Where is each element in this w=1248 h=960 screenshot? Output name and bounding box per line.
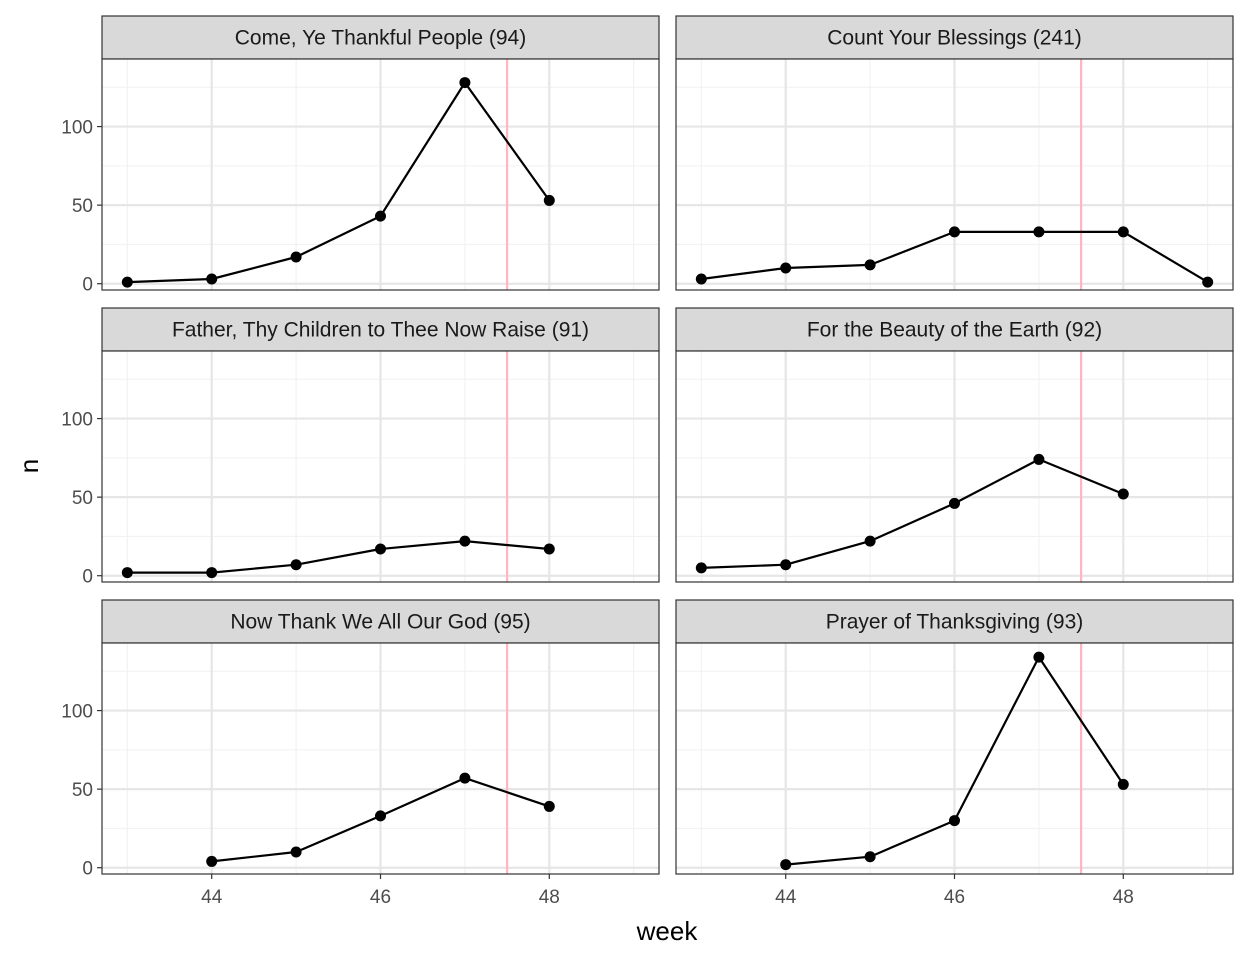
facet-panel: Count Your Blessings (241) xyxy=(675,15,1234,291)
data-point xyxy=(1033,453,1045,465)
data-point xyxy=(1117,778,1129,790)
data-point xyxy=(459,772,471,784)
data-point xyxy=(1033,226,1045,238)
facet-title: For the Beauty of the Earth (92) xyxy=(807,319,1102,342)
data-point xyxy=(206,567,218,579)
y-tick-label: 0 xyxy=(82,859,93,880)
x-axis-title: week xyxy=(636,916,699,946)
data-point xyxy=(459,77,471,89)
x-tick-label: 46 xyxy=(370,887,391,908)
panel-border xyxy=(101,58,660,291)
y-tick-label: 50 xyxy=(72,488,93,509)
data-point xyxy=(864,259,876,271)
data-point xyxy=(864,851,876,863)
facet-title: Count Your Blessings (241) xyxy=(827,27,1082,50)
facet-panel: Come, Ye Thankful People (94) 0 50 100 xyxy=(61,15,660,296)
data-point xyxy=(290,559,302,571)
series-line xyxy=(127,539,550,574)
facet-strip xyxy=(675,599,1234,644)
data-point xyxy=(949,226,960,238)
data-point xyxy=(543,800,555,812)
data-point xyxy=(290,251,302,263)
x-tick-label: 44 xyxy=(201,887,223,908)
x-tick-label: 48 xyxy=(539,887,560,908)
facet-panel: Father, Thy Children to Thee Now Raise (… xyxy=(61,307,660,588)
data-point xyxy=(780,559,792,571)
data-point xyxy=(1033,651,1045,663)
data-point xyxy=(121,276,133,288)
data-point xyxy=(949,497,960,509)
facet-strip xyxy=(101,15,660,60)
y-tick-label: 50 xyxy=(72,780,93,801)
x-tick-label: 48 xyxy=(1113,887,1134,908)
facet-strip xyxy=(101,307,660,352)
facet-strip xyxy=(101,599,660,644)
facet-panel: Now Thank We All Our God (95) 0 50 100 44 46 4… xyxy=(61,599,660,908)
y-axis-title: n xyxy=(14,459,44,473)
facet-title: Prayer of Thanksgiving (93) xyxy=(826,611,1084,634)
data-point xyxy=(206,855,218,867)
data-point xyxy=(695,562,707,574)
data-point xyxy=(780,859,792,871)
y-tick-label: 100 xyxy=(61,410,93,431)
data-point xyxy=(375,210,386,222)
data-point xyxy=(1117,488,1129,500)
data-point xyxy=(864,535,876,547)
data-point xyxy=(780,262,792,274)
data-point xyxy=(375,543,386,555)
data-point xyxy=(1202,276,1214,288)
panel-border xyxy=(675,58,1234,291)
data-point xyxy=(949,815,960,827)
series-line xyxy=(127,81,551,284)
data-point xyxy=(375,810,386,822)
facet-title: Now Thank We All Our God (95) xyxy=(230,611,530,634)
y-tick-label: 100 xyxy=(61,702,93,723)
data-point xyxy=(206,273,218,285)
facet-strip xyxy=(675,15,1234,60)
facet-panel: Prayer of Thanksgiving (93) 44 46 48 xyxy=(675,599,1234,908)
facet-strip xyxy=(675,307,1234,352)
facet-panel: For the Beauty of the Earth (92) xyxy=(675,307,1234,583)
data-point xyxy=(543,194,555,206)
series-line xyxy=(701,458,1124,569)
facets-layer: Come, Ye Thankful People (94) 0 50 100 Count… xyxy=(61,15,1234,908)
facet-title: Come, Ye Thankful People (94) xyxy=(235,27,526,50)
x-tick-label: 46 xyxy=(944,887,965,908)
facet-title: Father, Thy Children to Thee Now Raise (… xyxy=(172,319,589,342)
y-tick-label: 100 xyxy=(61,118,93,139)
x-tick-label: 44 xyxy=(775,887,797,908)
panel-border xyxy=(675,350,1234,583)
data-point xyxy=(459,535,471,547)
data-point xyxy=(1117,226,1129,238)
data-point xyxy=(121,567,133,579)
data-point xyxy=(290,846,302,858)
data-point xyxy=(543,543,555,555)
panel-border xyxy=(101,350,660,583)
y-tick-label: 0 xyxy=(82,275,93,296)
y-tick-label: 50 xyxy=(72,196,93,217)
y-tick-label: 0 xyxy=(82,567,93,588)
data-point xyxy=(695,273,707,285)
